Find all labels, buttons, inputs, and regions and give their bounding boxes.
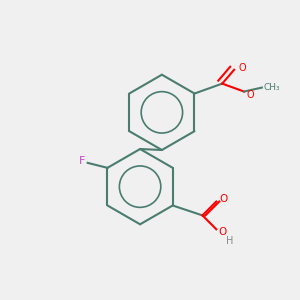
Text: H: H <box>226 236 234 246</box>
Text: O: O <box>218 227 226 237</box>
Text: O: O <box>219 194 227 203</box>
Text: O: O <box>238 63 246 73</box>
Text: F: F <box>79 156 86 166</box>
Text: O: O <box>246 89 253 100</box>
Text: CH₃: CH₃ <box>264 83 280 92</box>
